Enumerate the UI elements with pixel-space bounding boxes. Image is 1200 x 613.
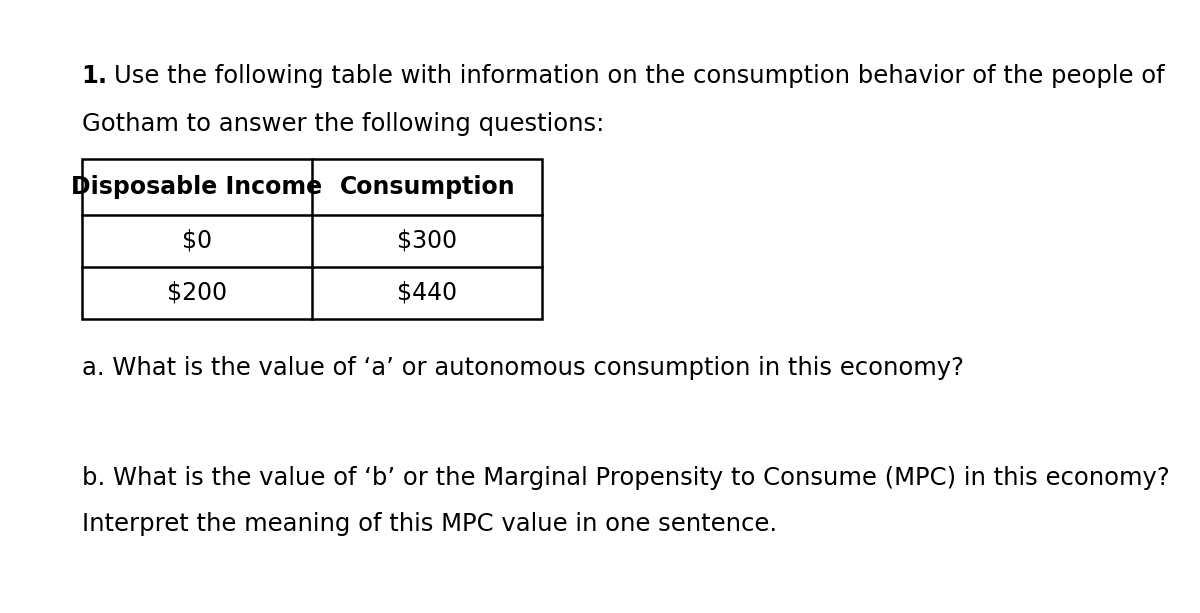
Text: $300: $300: [397, 229, 457, 253]
Text: Disposable Income: Disposable Income: [71, 175, 323, 199]
Text: Interpret the meaning of this MPC value in one sentence.: Interpret the meaning of this MPC value …: [82, 512, 776, 536]
Text: $200: $200: [167, 281, 227, 305]
Text: Use the following table with information on the consumption behavior of the peop: Use the following table with information…: [114, 64, 1165, 88]
Text: a. What is the value of ‘a’ or autonomous consumption in this economy?: a. What is the value of ‘a’ or autonomou…: [82, 356, 964, 379]
Text: b. What is the value of ‘b’ or the Marginal Propensity to Consume (MPC) in this : b. What is the value of ‘b’ or the Margi…: [82, 466, 1169, 490]
Text: $440: $440: [397, 281, 457, 305]
Text: $0: $0: [181, 229, 212, 253]
Text: 1.: 1.: [82, 64, 108, 88]
Text: Consumption: Consumption: [340, 175, 515, 199]
Text: Gotham to answer the following questions:: Gotham to answer the following questions…: [82, 112, 604, 135]
Bar: [82, 159, 542, 319]
